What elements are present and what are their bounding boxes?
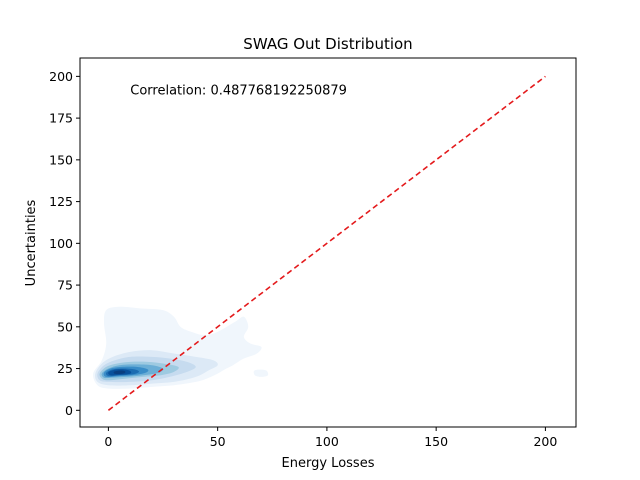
reference-line-group	[107, 75, 546, 411]
y-tick-label: 50	[57, 319, 73, 334]
x-tick-label: 200	[533, 434, 557, 449]
chart-title: SWAG Out Distribution	[243, 35, 412, 53]
x-tick-label: 50	[210, 434, 226, 449]
y-tick-label: 75	[57, 278, 73, 293]
y-tick-label: 150	[49, 152, 73, 167]
x-tick-label: 100	[315, 434, 339, 449]
x-axis: 0 50 100 150 200	[104, 427, 557, 449]
density-contours	[92, 306, 269, 389]
y-axis: 0 25 50 75 100 125 150 175 200	[49, 69, 80, 418]
y-tick-label: 200	[49, 69, 73, 84]
reference-line	[107, 75, 546, 411]
x-tick-label: 0	[104, 434, 112, 449]
x-axis-label: Energy Losses	[282, 456, 375, 471]
density-level-1	[253, 369, 269, 377]
y-axis-label: Uncertainties	[24, 199, 39, 286]
y-tick-label: 175	[49, 111, 73, 126]
plot-frame	[79, 57, 577, 428]
y-tick-label: 25	[57, 361, 73, 376]
y-tick-label: 0	[65, 403, 73, 418]
x-tick-label: 150	[424, 434, 448, 449]
correlation-annotation: Correlation: 0.487768192250879	[130, 84, 347, 99]
y-tick-label: 125	[49, 194, 73, 209]
y-tick-label: 100	[49, 236, 73, 251]
density-level-9	[113, 370, 126, 375]
